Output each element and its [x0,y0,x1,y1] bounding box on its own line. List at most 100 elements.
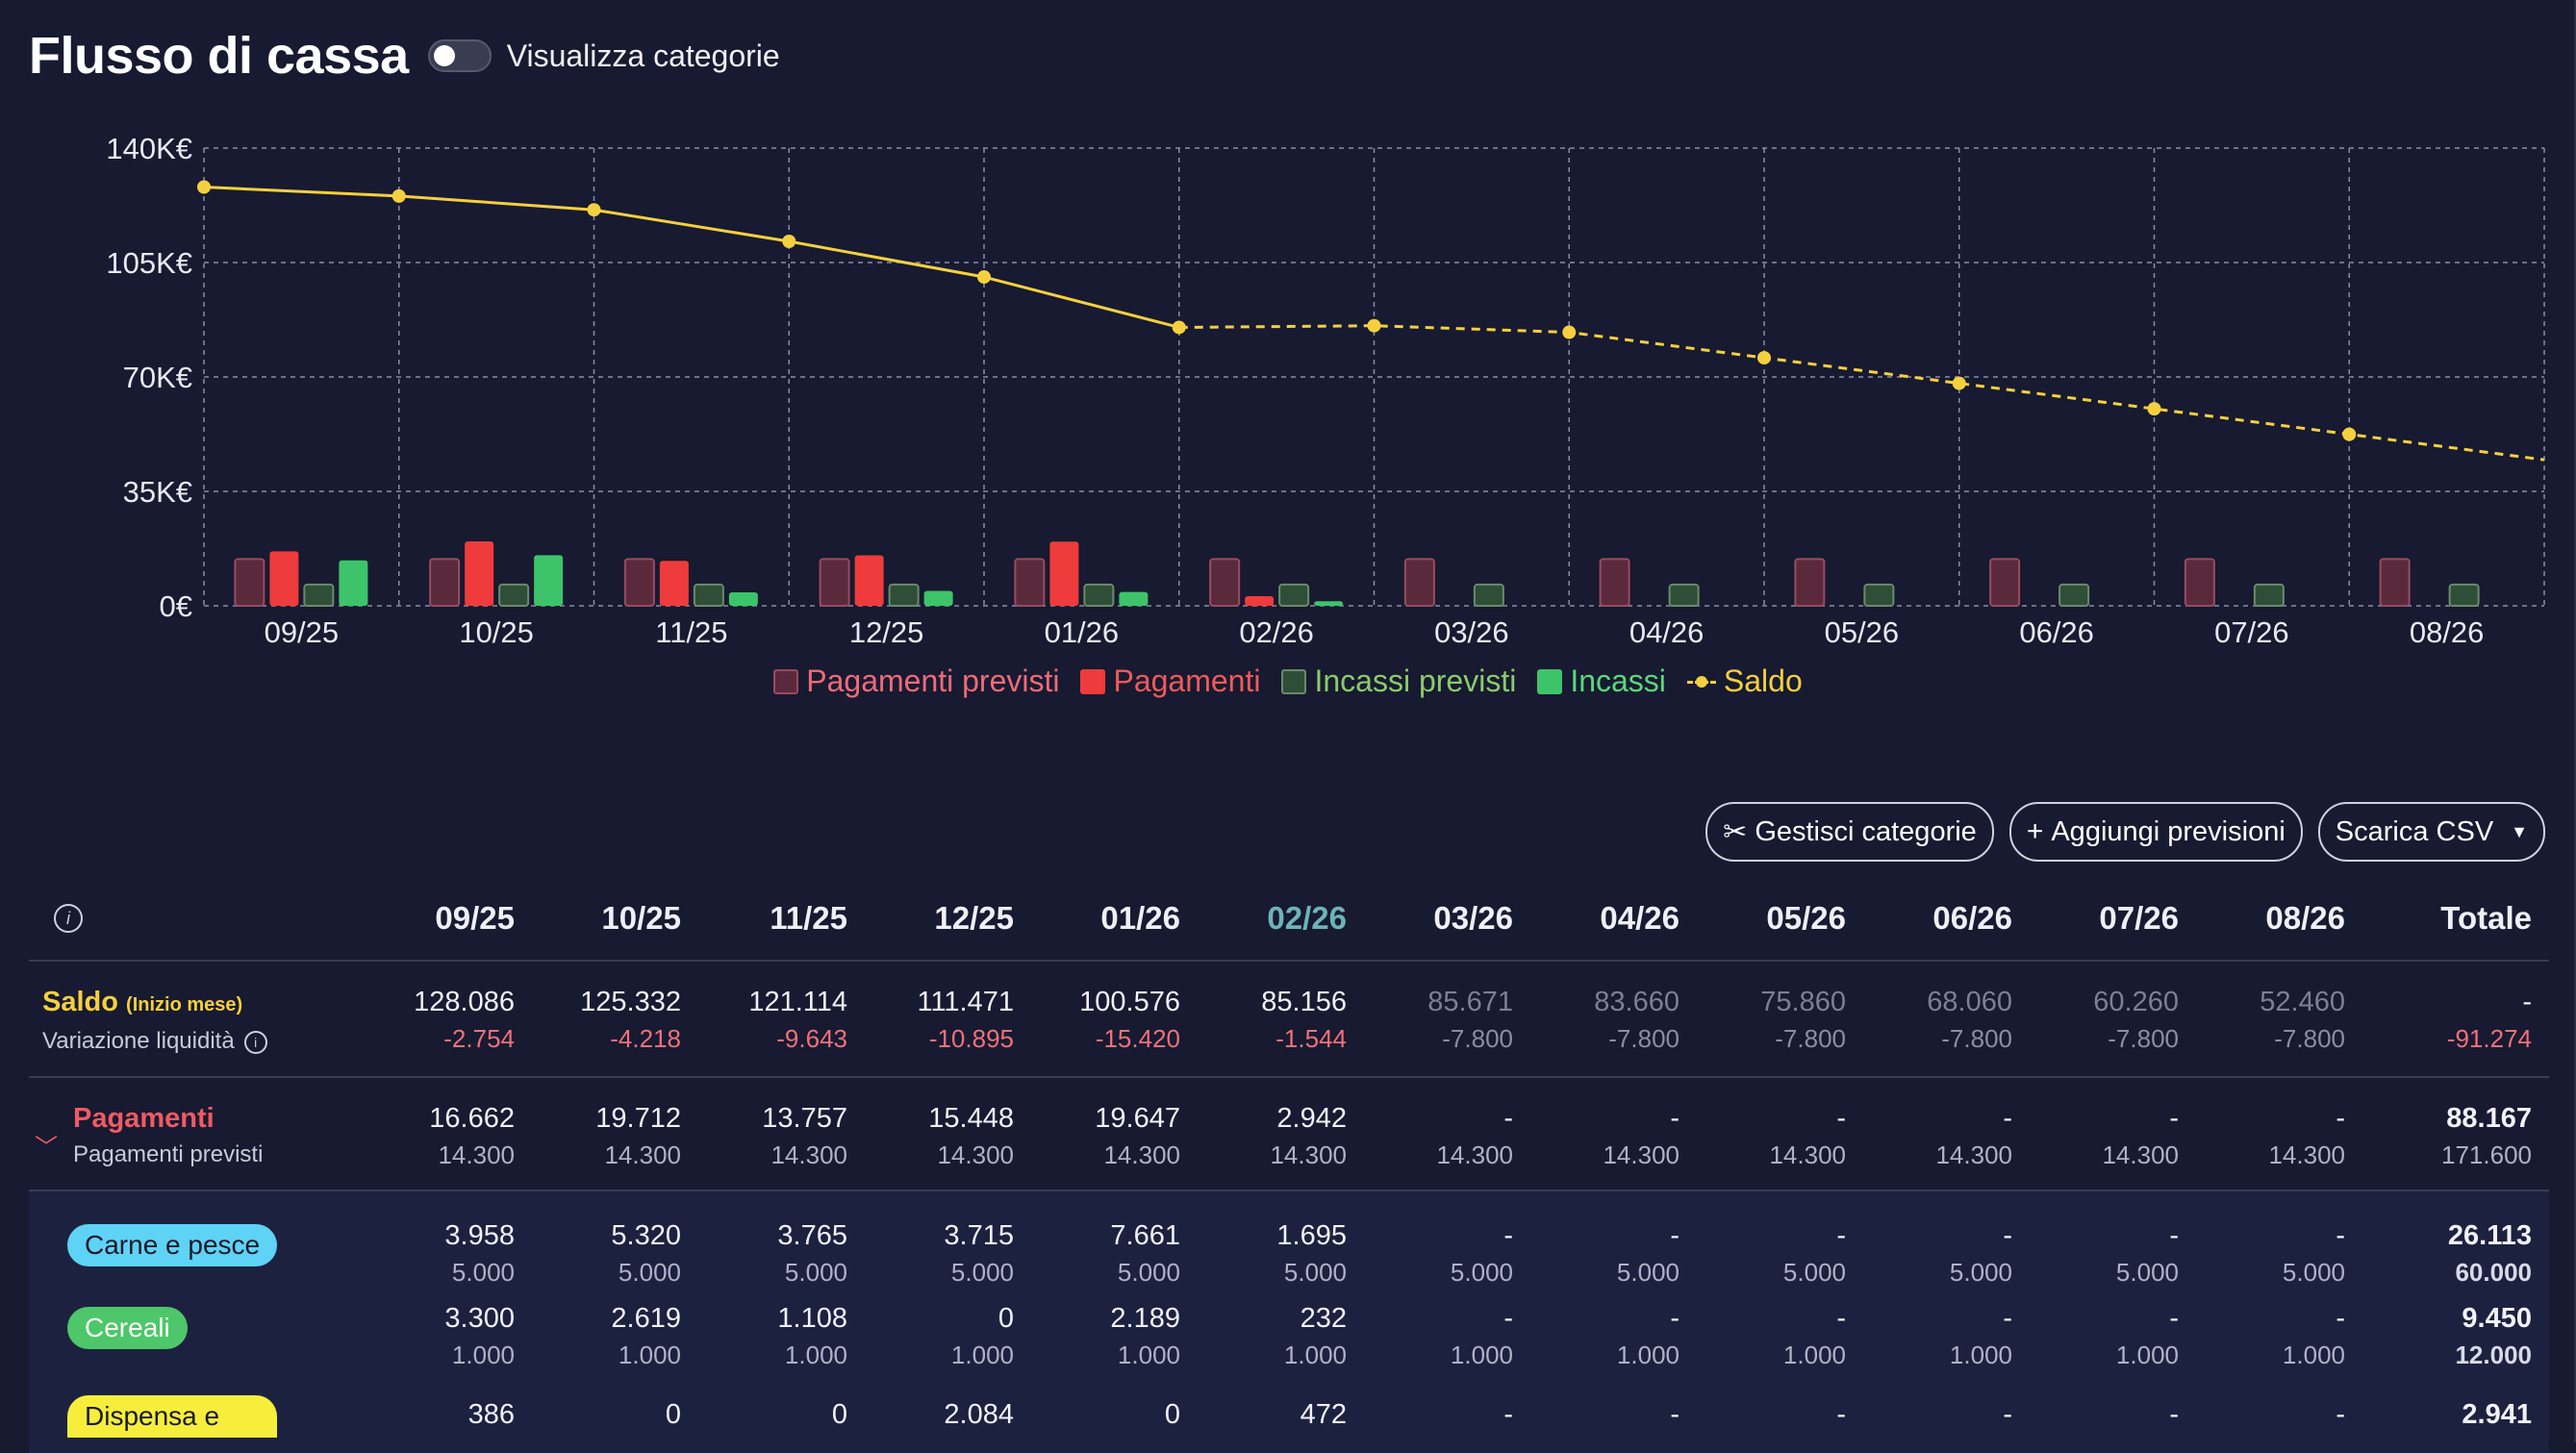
pagamenti-forecast: 14.300 [1935,1140,2012,1169]
pagamenti-forecast: 14.300 [2102,1140,2179,1169]
saldo-value-forecast: 60.260 [2093,987,2179,1017]
category-forecast: 1.000 [2115,1340,2179,1369]
category-forecast: 1.000 [1949,1340,2012,1369]
legend-label: Incassi previsti [1314,664,1517,698]
column-header: 04/26 [1600,900,1679,936]
table-cell: - 5.000 [1354,1216,1521,1299]
category-forecast: 1.000 [1283,1340,1347,1369]
category-forecast: 5.000 [618,1258,681,1287]
table-row-saldo: Saldo (Inizio mese) Variazione liquidità… [29,962,2549,1078]
pagamenti-label-cell[interactable]: ﹀ Pagamenti Pagamenti previsti [29,1099,356,1172]
category-spacer [29,1191,2549,1203]
saldo-value-forecast: 52.460 [2260,987,2345,1017]
legend-item-incassi[interactable]: Incassi [1537,664,1666,699]
category-forecast: 1.000 [1782,1340,1846,1369]
legend-label: Pagamenti previsti [806,664,1060,698]
legend-item-pagamenti-previsti[interactable]: Pagamenti previsti [773,664,1059,699]
manage-categories-button[interactable]: ✂ Gestisci categorie [1705,802,1994,862]
saldo-value: 121.114 [748,987,847,1017]
saldo-point [1952,376,1966,390]
bar-incassi-previsti [2448,583,2480,607]
category-value: 3.765 [777,1220,847,1251]
category-value: - [1836,1399,1846,1430]
table-cell: 2.619 1.000 [522,1299,689,1395]
saldo-point [1367,318,1381,333]
category-value: - [1670,1303,1679,1334]
category-value: 0 [665,1399,681,1430]
saldo-change: -15.420 [1095,1024,1180,1053]
bar-pagamenti-previsti [1014,558,1046,608]
category-value: - [2003,1303,2012,1334]
category-total: 26.113 [2447,1220,2532,1251]
chevron-down-icon[interactable]: ﹀ [35,1135,58,1161]
category-value: - [2336,1399,2345,1430]
table-cell: 85.156 -1.544 [1188,983,1354,1059]
categories-toggle[interactable] [427,39,492,72]
y-tick-label: 70K€ [123,361,192,394]
category-forecast: 5.000 [2282,1258,2345,1287]
table-cell: - [1687,1395,1854,1453]
category-forecast: 5.000 [451,1258,515,1287]
legend-swatch [773,668,799,694]
category-value: 5.320 [611,1220,681,1251]
saldo-value: 85.156 [1261,987,1347,1017]
table-cell: 3.958 5.000 [356,1216,522,1299]
chart-legend: Pagamenti previsti Pagamenti Incassi pre… [0,664,2576,699]
x-tick-label: 07/26 [2214,615,2289,649]
pagamenti-value: - [2169,1103,2179,1134]
legend-item-saldo[interactable]: Saldo [1686,664,1803,699]
table-cell: 13.757 14.300 [689,1099,855,1172]
table-cell: - [1521,1395,1687,1453]
download-csv-dropdown[interactable]: Scarica CSV ▼ [2317,802,2545,862]
table-row-pagamenti[interactable]: ﹀ Pagamenti Pagamenti previsti 16.662 14.… [29,1078,2549,1191]
legend-swatch [1281,668,1307,694]
saldo-point [1757,351,1771,365]
info-icon[interactable]: i [54,904,83,933]
x-tick-label: 02/26 [1239,615,1314,649]
table-cell: - [1354,1395,1521,1453]
category-value: - [2003,1220,2012,1251]
category-pill-cereali[interactable]: Cereali [67,1307,188,1349]
table-cell: - 14.300 [1521,1099,1687,1172]
category-total: 9.450 [2462,1303,2532,1334]
category-value: 2.619 [611,1303,681,1334]
table-cell: - 1.000 [1687,1299,1854,1395]
pagamenti-forecast: 14.300 [2268,1140,2345,1169]
table-cell: 1.695 5.000 [1188,1216,1354,1299]
category-pill-carne-e-pesce[interactable]: Carne e pesce [67,1224,278,1266]
table-cell: 2.189 1.000 [1022,1299,1188,1395]
info-icon[interactable]: i [243,1030,267,1054]
category-value: - [1670,1399,1679,1430]
page-title: Flusso di cassa [29,27,409,85]
category-forecast: 1.000 [1616,1340,1679,1369]
saldo-change-forecast: -7.800 [1775,1024,1846,1053]
table-cell: 3.300 1.000 [356,1299,522,1395]
table-cell: 5.320 5.000 [522,1216,689,1299]
pagamenti-total: 88.167 [2446,1103,2532,1134]
download-csv-label: Scarica CSV [2335,815,2494,847]
saldo-title: Saldo (Inizio mese) [42,983,356,1024]
category-pill-dispensa[interactable]: Dispensa e [67,1395,278,1438]
table-cell: - [2020,1395,2186,1453]
pagamenti-forecast: 14.300 [1603,1140,1679,1169]
column-header: 09/25 [435,900,515,936]
x-tick-label: 03/26 [1434,615,1509,649]
table-cell: - 1.000 [1854,1299,2020,1395]
category-value: 386 [467,1399,515,1430]
saldo-value: 125.332 [580,987,681,1017]
category-value: 1.108 [777,1303,847,1334]
saldo-value: 128.086 [414,987,515,1017]
saldo-total: - [2522,987,2532,1017]
x-tick-label: 08/26 [2410,615,2485,649]
table-cell: - [1854,1395,2020,1453]
add-forecast-label: Aggiungi previsioni [2051,815,2286,847]
category-forecast: 1.000 [950,1340,1014,1369]
legend-item-incassi-previsti[interactable]: Incassi previsti [1281,664,1516,699]
legend-item-pagamenti[interactable]: Pagamenti [1080,664,1260,699]
category-forecast: 5.000 [1283,1258,1347,1287]
table-cell: 7.661 5.000 [1022,1216,1188,1299]
bar-pagamenti-previsti [1599,558,1630,608]
category-forecast-total: 12.000 [2455,1340,2532,1369]
add-forecast-button[interactable]: + Aggiungi previsioni [2008,802,2303,862]
pagamenti-label: Pagamenti [73,1103,215,1134]
